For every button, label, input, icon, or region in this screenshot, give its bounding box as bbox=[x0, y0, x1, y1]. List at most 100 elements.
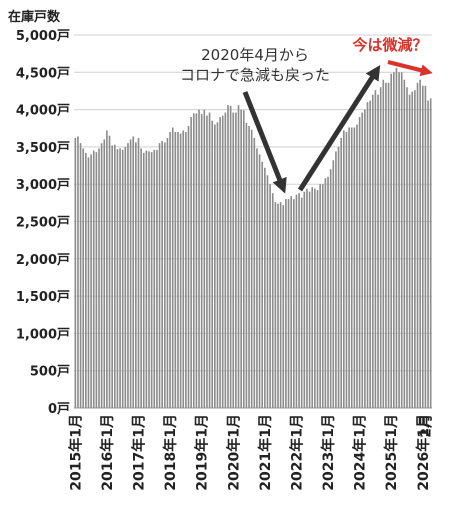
bar-2024-11 bbox=[385, 82, 387, 409]
bar-2025-03 bbox=[395, 67, 398, 408]
bar-2017-02 bbox=[140, 148, 142, 408]
bar-2024-03 bbox=[364, 109, 366, 408]
bar-2020-08 bbox=[250, 129, 253, 409]
y-tick-label: 3,000戸 bbox=[16, 178, 70, 193]
bar-2018-01 bbox=[169, 131, 171, 409]
bar-2023-12 bbox=[356, 124, 358, 409]
bar-undefined bbox=[429, 98, 432, 408]
bar-2016-08 bbox=[124, 146, 127, 408]
bar-2018-07 bbox=[185, 131, 187, 409]
bar-2020-04 bbox=[240, 109, 242, 408]
bar-2023-08 bbox=[345, 131, 348, 409]
bar-2021-01 bbox=[264, 167, 266, 408]
bar-2023-11 bbox=[353, 127, 356, 408]
bar-2021-03 bbox=[269, 184, 271, 408]
x-tick-label: 2019年1月 bbox=[194, 414, 211, 491]
recovery-arrow bbox=[297, 64, 381, 192]
bar-2019-10 bbox=[224, 112, 227, 408]
bar-2023-07 bbox=[343, 130, 345, 409]
x-tick-label: 2024年1月 bbox=[352, 414, 369, 491]
bar-2017-12 bbox=[166, 137, 169, 408]
bar-2019-05 bbox=[211, 120, 214, 408]
bar-2022-12 bbox=[324, 178, 327, 408]
x-tick-label: 2025年1月 bbox=[383, 414, 400, 491]
bar-2019-09 bbox=[221, 115, 224, 408]
bar-2015-03 bbox=[79, 143, 82, 409]
bar-2017-01 bbox=[137, 137, 140, 408]
bar-2015-04 bbox=[82, 148, 85, 408]
bar-2025-06 bbox=[403, 79, 406, 408]
chart-unit-label: 在庫戸数 bbox=[8, 10, 61, 25]
now-arrow bbox=[387, 60, 433, 77]
bar-2018-06 bbox=[182, 130, 185, 409]
bar-2017-06 bbox=[150, 152, 153, 408]
bar-2025-08 bbox=[408, 94, 411, 409]
y-tick-label: 5,000戸 bbox=[16, 29, 70, 44]
bar-2022-11 bbox=[321, 184, 324, 408]
bar-2022-05 bbox=[306, 188, 308, 408]
x-tick-label: 2023年1月 bbox=[320, 414, 337, 491]
y-tick-label: 1,500戸 bbox=[16, 290, 70, 305]
bar-2017-09 bbox=[158, 143, 161, 409]
bar-2016-02 bbox=[108, 135, 111, 408]
bar-2026-02 bbox=[424, 85, 427, 408]
bar-2022-07 bbox=[311, 187, 314, 408]
bar-2023-05 bbox=[337, 146, 340, 408]
bar-2021-12 bbox=[292, 199, 295, 408]
bar-2016-11 bbox=[132, 136, 135, 408]
bar-2025-11 bbox=[416, 82, 419, 409]
bar-2021-06 bbox=[277, 203, 279, 408]
bar-2020-05 bbox=[242, 110, 245, 408]
bar-2018-08 bbox=[187, 126, 190, 408]
bar-2018-10 bbox=[192, 113, 195, 408]
bar-2019-04 bbox=[208, 112, 211, 408]
bar-2024-04 bbox=[366, 102, 369, 408]
bar-2024-01 bbox=[358, 117, 361, 408]
bar-2021-11 bbox=[290, 196, 292, 408]
bar-2019-08 bbox=[219, 117, 221, 408]
bar-2022-10 bbox=[319, 184, 321, 408]
bar-2022-02 bbox=[298, 193, 300, 408]
x-tick-label: 2021年1月 bbox=[257, 414, 274, 491]
bar-2016-06 bbox=[119, 148, 121, 408]
y-tick-label: 0戸 bbox=[48, 402, 70, 417]
bar-2021-10 bbox=[287, 199, 290, 408]
bar-2019-12 bbox=[229, 105, 232, 409]
bar-2017-08 bbox=[156, 149, 158, 408]
x-tick-label: 2015年1月 bbox=[67, 414, 84, 491]
x-tick-label: 2020年1月 bbox=[225, 414, 242, 491]
bar-2018-09 bbox=[190, 117, 192, 408]
bar-2020-12 bbox=[261, 161, 264, 408]
bar-2016-01 bbox=[106, 130, 108, 409]
bar-2020-09 bbox=[253, 137, 256, 408]
y-axis-ticks: 0戸 500戸 1,000戸 1,500戸 2,000戸 2,500戸 3,000戸 3,50… bbox=[16, 29, 70, 417]
bar-2022-04 bbox=[303, 191, 306, 408]
bar-2024-08 bbox=[377, 94, 379, 409]
bar-2021-07 bbox=[279, 202, 282, 408]
bar-2024-06 bbox=[371, 94, 374, 409]
bar-2020-10 bbox=[256, 148, 258, 408]
bar-2022-01 bbox=[295, 194, 298, 408]
bar-2018-12 bbox=[198, 109, 200, 408]
bar-2020-01 bbox=[232, 112, 235, 408]
now-note: 今は微減？ bbox=[351, 36, 427, 54]
bar-2016-09 bbox=[127, 143, 129, 409]
bar-2024-10 bbox=[382, 79, 385, 408]
bar-undefined bbox=[427, 100, 429, 409]
x-axis-ticks: 2015年1月 2016年1月 2017年1月 2018年1月 2019年1月 2020年… bbox=[67, 414, 434, 491]
bar-2022-09 bbox=[316, 190, 319, 408]
x-tick-label: 2月 bbox=[418, 414, 434, 438]
bar-2016-12 bbox=[135, 142, 137, 409]
bar-2016-05 bbox=[116, 149, 119, 408]
y-tick-label: 3,500戸 bbox=[16, 141, 70, 156]
bar-2021-04 bbox=[271, 193, 274, 408]
x-tick-label: 2017年1月 bbox=[130, 414, 147, 491]
bar-2017-04 bbox=[145, 150, 148, 408]
bar-2023-02 bbox=[329, 169, 332, 408]
bar-2025-07 bbox=[406, 87, 408, 408]
bar-2025-12 bbox=[419, 79, 421, 408]
bar-2022-03 bbox=[300, 197, 303, 408]
bar-2023-01 bbox=[327, 176, 329, 408]
bar-2018-02 bbox=[171, 127, 174, 408]
